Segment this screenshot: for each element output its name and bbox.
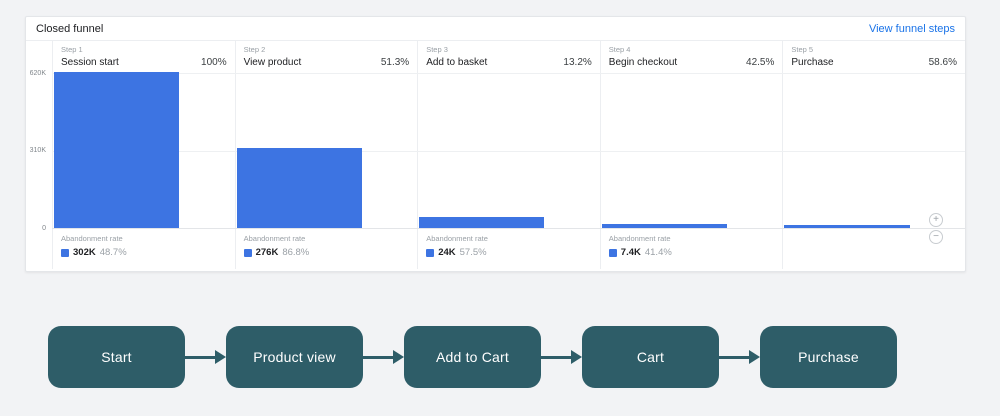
flow-node-1: Product view xyxy=(226,326,363,388)
flow-item-1: Product view xyxy=(185,326,363,388)
view-funnel-steps-link[interactable]: View funnel steps xyxy=(868,22,955,35)
flow-item-3: Cart xyxy=(541,326,719,388)
funnel-bar-2 xyxy=(419,217,545,228)
funnel-columns: Step 1 Session start 100% Abandonment xyxy=(52,41,965,269)
flow-item-2: Add to Cart xyxy=(363,326,541,388)
zoom-out-icon[interactable]: − xyxy=(929,230,943,244)
step-name-0: Session start xyxy=(61,57,119,68)
flow-node-0: Start xyxy=(48,326,185,388)
gridline-baseline xyxy=(417,228,600,229)
abandonment-count-3: 7.4K xyxy=(620,247,641,258)
abandonment-1: Abandonment rate 276K 86.8% xyxy=(236,229,418,269)
abandonment-swatch-icon-0 xyxy=(61,248,69,257)
step-label-3: Step 4 xyxy=(608,45,631,54)
step-header-4: Step 5 Purchase 58.6% xyxy=(783,41,965,73)
abandonment-swatch-icon-1 xyxy=(243,248,252,257)
abandonment-swatch-icon-3 xyxy=(608,248,617,257)
gridline-mid xyxy=(417,151,600,152)
step-label-1: Step 2 xyxy=(243,45,266,54)
abandonment-2: Abandonment rate 24K 57.5% xyxy=(418,229,600,269)
step-plot-2 xyxy=(417,73,600,229)
y-axis-tick-zero: 0 xyxy=(42,225,46,232)
gridline-baseline xyxy=(782,228,965,229)
step-label-4: Step 5 xyxy=(791,45,814,54)
abandonment-0: Abandonment rate 302K 48.7% xyxy=(53,229,235,269)
abandonment-swatch-icon-2 xyxy=(426,248,435,257)
step-header-3: Step 4 Begin checkout 42.5% xyxy=(601,41,783,73)
flow-node-3: Cart xyxy=(582,326,719,388)
abandonment-rate-2: 57.5% xyxy=(459,247,487,258)
funnel-bar-1 xyxy=(236,148,362,228)
funnel-title: Closed funnel xyxy=(36,22,104,35)
abandonment-label-2: Abandonment rate xyxy=(426,234,488,243)
step-header-2: Step 3 Add to basket 13.2% xyxy=(418,41,600,73)
step-name-2: Add to basket xyxy=(426,57,488,68)
funnel-column-2: Step 3 Add to basket 13.2% Abandonment xyxy=(417,41,600,269)
flow-arrow-icon-3 xyxy=(541,350,582,364)
step-plot-1 xyxy=(234,73,418,229)
gridline-baseline xyxy=(52,228,235,229)
zoom-in-icon[interactable]: + xyxy=(929,213,943,227)
funnel-column-1: Step 2 View product 51.3% Abandonment xyxy=(234,41,418,269)
funnel-bar-3 xyxy=(601,223,728,228)
gridline-baseline xyxy=(599,228,783,229)
gridline-mid xyxy=(782,151,965,152)
gridline-mid xyxy=(599,151,783,152)
flow-node-label-0: Start xyxy=(101,349,132,365)
flow-node-label-4: Purchase xyxy=(798,349,859,365)
funnel-bar-0 xyxy=(54,72,180,228)
step-rate-3: 42.5% xyxy=(746,57,775,68)
gridline-top xyxy=(599,73,783,74)
abandonment-rate-0: 48.7% xyxy=(99,247,127,258)
funnel-body: 620K 310K 0 Step 1 Session start 100% xyxy=(26,41,965,269)
y-axis-tick-mid: 310K xyxy=(29,147,46,154)
y-axis: 620K 310K 0 xyxy=(26,41,52,269)
step-label-2: Step 3 xyxy=(426,45,448,54)
step-name-4: Purchase xyxy=(791,57,834,68)
abandonment-label-1: Abandonment rate xyxy=(243,234,306,243)
funnel-bar-4 xyxy=(784,225,910,228)
flow-node-label-2: Add to Cart xyxy=(435,349,509,365)
abandonment-count-2: 24K xyxy=(438,247,456,258)
abandonment-rate-3: 41.4% xyxy=(644,247,672,258)
step-plot-0 xyxy=(52,72,235,229)
gridline-top xyxy=(417,73,600,74)
step-name-3: Begin checkout xyxy=(608,57,678,68)
funnel-column-0: Step 1 Session start 100% Abandonment xyxy=(52,41,235,269)
gridline-top xyxy=(234,73,418,74)
step-rate-0: 100% xyxy=(201,57,227,68)
step-plot-3 xyxy=(599,73,783,229)
gridline-top xyxy=(782,73,965,74)
gridline-baseline xyxy=(234,228,418,229)
flow-item-4: Purchase xyxy=(719,326,897,388)
step-name-1: View product xyxy=(243,57,302,68)
flow-node-label-1: Product view xyxy=(253,349,336,365)
step-rate-4: 58.6% xyxy=(928,57,957,68)
funnel-card-header: Closed funnel View funnel steps xyxy=(26,17,965,41)
abandonment-count-1: 276K xyxy=(255,247,279,258)
flow-node-label-3: Cart xyxy=(636,349,665,365)
abandonment-label-3: Abandonment rate xyxy=(608,234,671,243)
flow-arrow-icon-2 xyxy=(363,350,404,364)
step-rate-1: 51.3% xyxy=(380,57,410,68)
flow-node-2: Add to Cart xyxy=(404,326,541,388)
funnel-column-3: Step 4 Begin checkout 42.5% Abandonmen xyxy=(599,41,783,269)
flow-node-4: Purchase xyxy=(760,326,897,388)
abandonment-3: Abandonment rate 7.4K 41.4% xyxy=(601,229,783,269)
abandonment-label-0: Abandonment rate xyxy=(61,234,123,243)
abandonment-rate-1: 86.8% xyxy=(282,247,310,258)
flow-arrow-icon-4 xyxy=(719,350,760,364)
step-header-0: Step 1 Session start 100% xyxy=(53,41,235,73)
funnel-card: Closed funnel View funnel steps 620K 310… xyxy=(25,16,966,272)
flow-arrow-icon-1 xyxy=(185,350,226,364)
flow-diagram: Start Product view Add to Cart xyxy=(48,326,897,388)
funnel-column-4: Step 5 Purchase 58.6% xyxy=(782,41,965,269)
step-rate-2: 13.2% xyxy=(563,57,592,68)
step-label-0: Step 1 xyxy=(61,45,83,54)
step-plot-4 xyxy=(782,73,965,229)
abandonment-count-0: 302K xyxy=(73,247,96,258)
step-header-1: Step 2 View product 51.3% xyxy=(236,41,418,73)
y-axis-tick-top: 620K xyxy=(29,70,46,77)
flow-item-0: Start xyxy=(48,326,185,388)
